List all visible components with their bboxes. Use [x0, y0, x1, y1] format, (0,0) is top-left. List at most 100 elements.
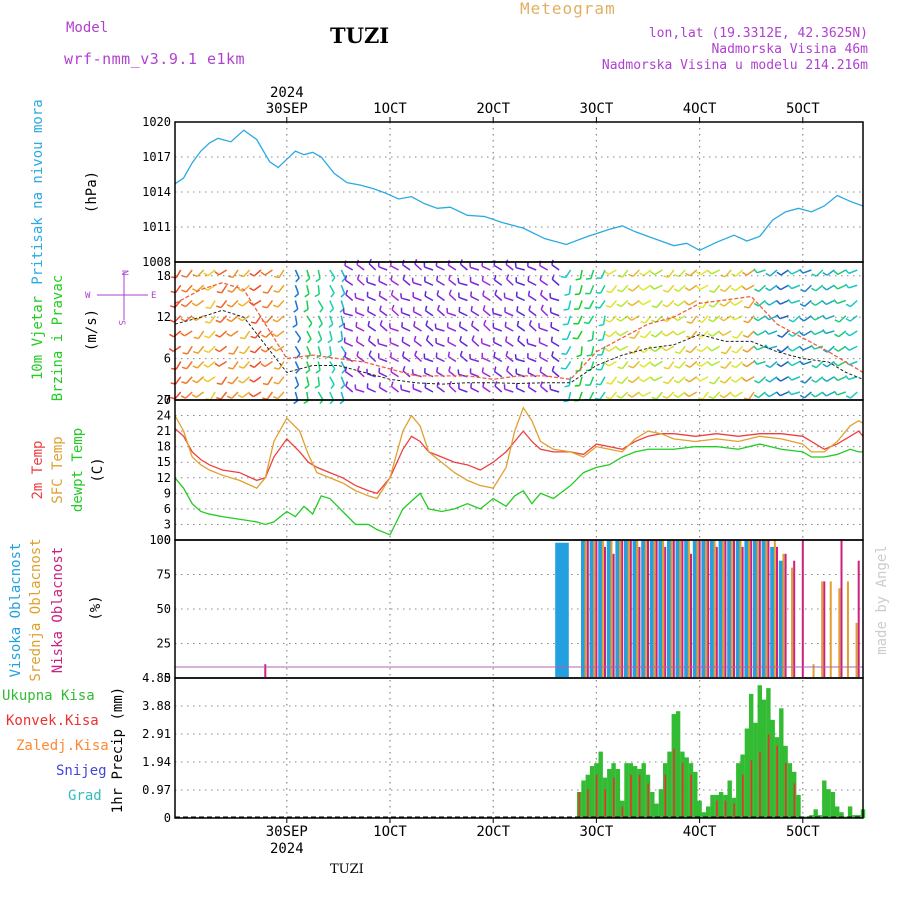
- wind-barb-flag: [845, 395, 851, 399]
- wind-barb-flag: [493, 274, 497, 281]
- wind-barb-flag: [249, 378, 255, 383]
- wind-barb-shaft: [722, 330, 732, 337]
- wind-barb-shaft: [275, 345, 285, 352]
- date-tick-label-top: 1OCT: [373, 101, 407, 117]
- wind-barb-shaft: [632, 269, 640, 277]
- wind-barb-flag: [191, 393, 197, 398]
- wind-barb-shaft: [379, 386, 388, 393]
- wind-barb-shaft: [504, 326, 514, 332]
- wind-barb-flag: [811, 287, 817, 292]
- wind-barb-flag: [514, 262, 517, 268]
- wind-barb-shaft: [826, 284, 835, 291]
- wind-barb-shaft: [550, 388, 560, 393]
- wind-barb-shaft: [277, 391, 285, 400]
- wind-barb-shaft: [447, 264, 457, 271]
- wind-barb-shaft: [734, 299, 743, 306]
- wind-barb-flag: [720, 365, 726, 369]
- wind-barb-flag: [764, 330, 770, 335]
- wind-barb-shaft: [568, 376, 572, 386]
- precip-convective-bar: [742, 774, 744, 818]
- wind-barb-shaft: [748, 391, 755, 400]
- wind-barb-flag: [203, 272, 209, 277]
- wind-barb-flag: [389, 352, 392, 358]
- wind-barb-shaft: [175, 361, 182, 370]
- wind-barb-flag: [776, 271, 782, 276]
- wind-barb-flag: [248, 392, 254, 398]
- wind-barb-shaft: [504, 388, 514, 393]
- wind-barb-shaft: [643, 360, 652, 368]
- wind-barb-flag: [787, 347, 793, 352]
- wind-barb-shaft: [414, 354, 423, 363]
- wind-barb-flag: [528, 305, 532, 311]
- cloud-bar: [581, 540, 586, 677]
- wind-barb-shaft: [602, 330, 606, 340]
- wind-barb-flag: [227, 289, 233, 293]
- wind-barb-flag: [340, 384, 346, 390]
- wind-barb-shaft: [539, 371, 549, 378]
- wind-barb-shaft: [632, 284, 640, 292]
- wind-barb-flag: [685, 272, 691, 277]
- date-tick-label-bottom: 3OCT: [580, 824, 614, 840]
- wind-barb-shaft: [356, 355, 365, 363]
- wind-barb-flag: [604, 333, 610, 338]
- wind-barb-shaft: [619, 330, 629, 337]
- wind-barb-shaft: [621, 361, 629, 370]
- precip-total-bar: [761, 699, 767, 818]
- wind-barb-flag: [822, 392, 827, 397]
- wind-barb-flag: [169, 333, 175, 338]
- wind-barb-flag: [638, 300, 644, 306]
- wind-barb-shaft: [329, 330, 333, 340]
- wind-barb-flag: [833, 284, 839, 290]
- precip-tick-label: 0: [164, 811, 171, 825]
- wind-barb-flag: [764, 315, 770, 321]
- precip-convective-bar: [587, 789, 589, 818]
- wind-barb-shaft: [632, 376, 640, 384]
- wind-barb-shaft: [329, 361, 336, 370]
- wind-barb-shaft: [276, 315, 285, 323]
- wind-barb-flag: [673, 302, 679, 307]
- wind-barb-flag: [753, 345, 758, 351]
- cloud-bar: [624, 540, 629, 677]
- wind-barb-shaft: [185, 299, 193, 308]
- wind-barb-shaft: [826, 376, 835, 383]
- wind-barb-shaft: [589, 376, 595, 386]
- wind-barb-shaft: [849, 330, 858, 337]
- wind-barb-shaft: [724, 361, 732, 369]
- temp-tick-label: 21: [157, 424, 171, 438]
- cloud-bar: [782, 553, 785, 677]
- wind-barb-flag: [337, 339, 343, 343]
- wind-barb-shaft: [390, 265, 399, 271]
- cloud-bar: [681, 540, 684, 677]
- wind-barb-flag: [181, 289, 187, 293]
- wind-barb-flag: [356, 274, 360, 280]
- temp-tick-label: 6: [164, 502, 171, 516]
- precip-convective-bar: [716, 800, 718, 818]
- wind-barb-shaft: [504, 311, 514, 317]
- wind-barb-shaft: [459, 325, 468, 332]
- wind-barb-shaft: [378, 280, 388, 286]
- wind-barb-flag: [787, 375, 793, 381]
- wind-barb-flag: [314, 293, 320, 298]
- wind-barb-shaft: [402, 264, 411, 271]
- wind-barb-flag: [627, 393, 633, 398]
- wind-barb-flag: [330, 384, 335, 389]
- precip-convective-bar: [776, 745, 778, 818]
- precip-total-bar: [744, 728, 750, 818]
- wind-barb-flag: [742, 363, 748, 368]
- wind-barb-shaft: [540, 308, 549, 317]
- wind-barb-shaft: [355, 311, 365, 317]
- pressure-title: Pritisak na nivou mora: [30, 99, 46, 284]
- wind-barb-shaft: [458, 296, 468, 302]
- precip-tick-label: 4.85: [142, 671, 171, 685]
- wind-barb-flag: [811, 379, 817, 383]
- cloud-bar: [629, 540, 632, 677]
- wind-barb-shaft: [769, 360, 778, 368]
- wind-barb-flag: [731, 364, 737, 369]
- wind-barb-shaft: [588, 315, 595, 324]
- wind-barb-flag: [787, 284, 793, 290]
- wind-barb-shaft: [550, 311, 560, 317]
- wind-barb-shaft: [340, 269, 347, 279]
- wind-barb-shaft: [516, 325, 526, 332]
- wind-barb-shaft: [609, 330, 617, 338]
- wind-barb-flag: [226, 395, 233, 400]
